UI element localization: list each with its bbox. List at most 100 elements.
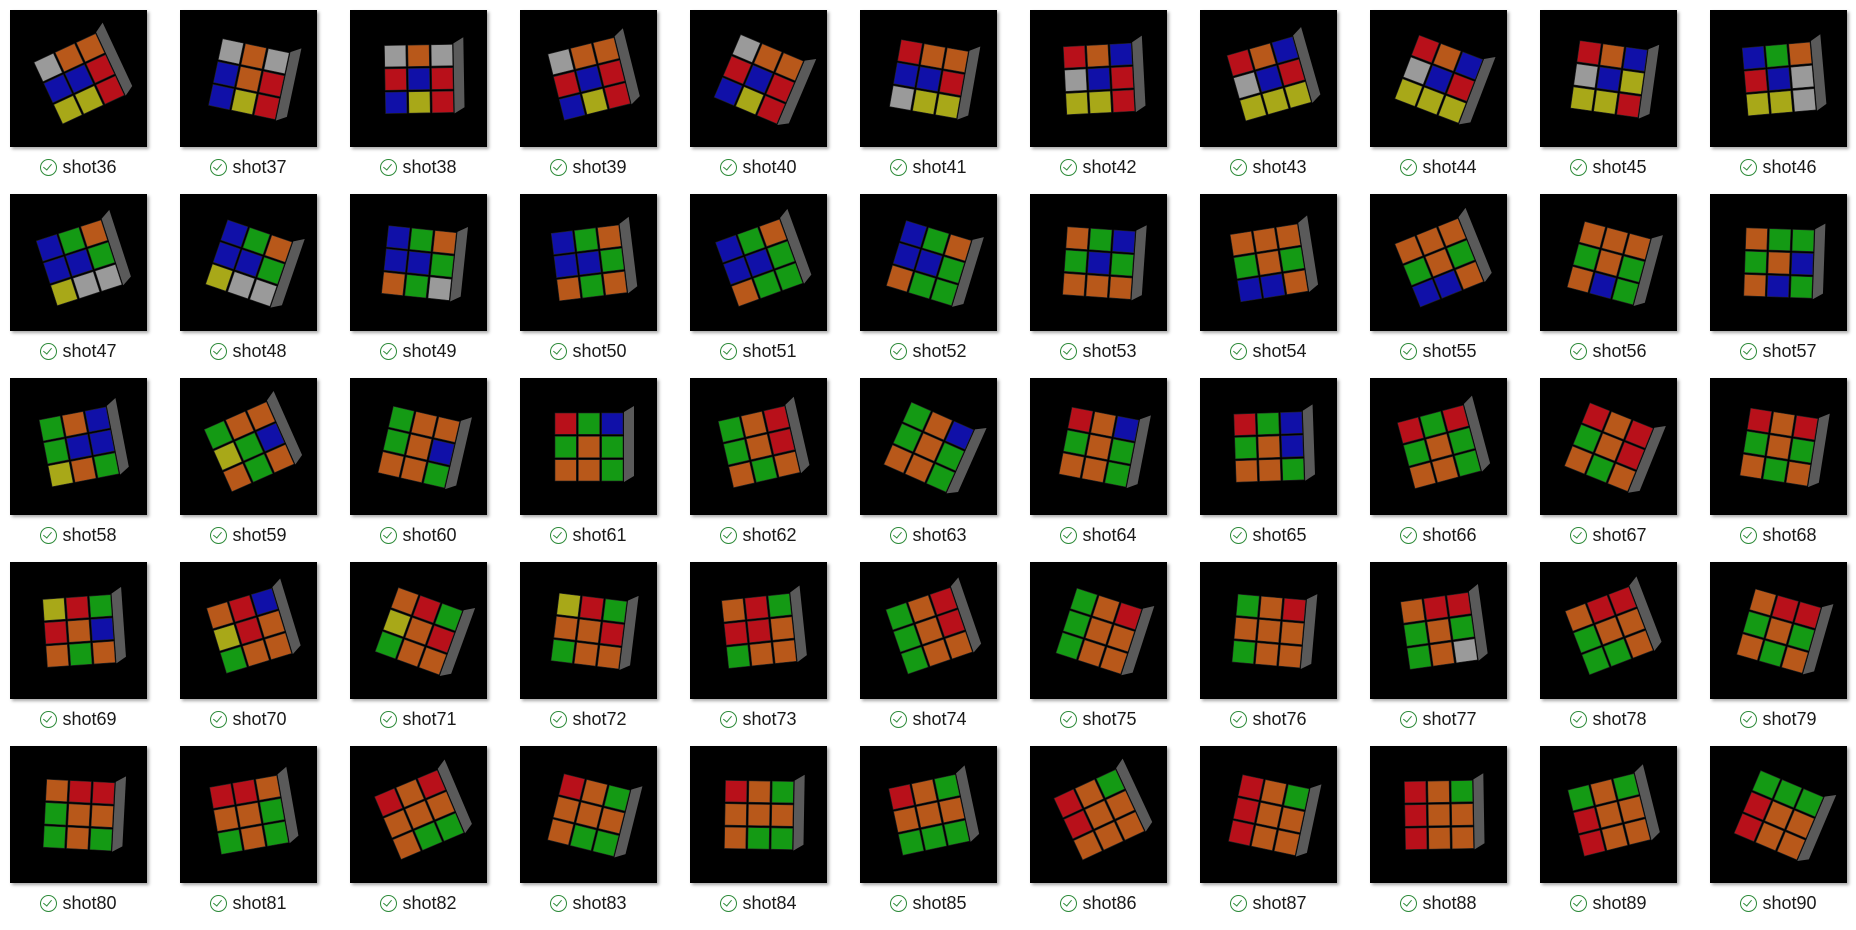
file-caption[interactable]: shot62 bbox=[676, 524, 841, 546]
thumbnail-image[interactable] bbox=[350, 746, 487, 883]
thumbnail-image[interactable] bbox=[1540, 746, 1677, 883]
thumbnail-image[interactable] bbox=[1540, 194, 1677, 331]
thumbnail-image[interactable] bbox=[1370, 378, 1507, 515]
file-item[interactable]: shot76 bbox=[1200, 562, 1337, 746]
file-item[interactable]: shot78 bbox=[1540, 562, 1677, 746]
file-caption[interactable]: shot59 bbox=[166, 524, 331, 546]
file-item[interactable]: shot63 bbox=[860, 378, 997, 562]
file-item[interactable]: shot39 bbox=[520, 10, 657, 194]
thumbnail-image[interactable] bbox=[520, 746, 657, 883]
file-caption[interactable]: shot86 bbox=[1016, 892, 1181, 914]
file-caption[interactable]: shot72 bbox=[506, 708, 671, 730]
file-caption[interactable]: shot55 bbox=[1356, 340, 1521, 362]
file-caption[interactable]: shot57 bbox=[1696, 340, 1856, 362]
file-item[interactable]: shot79 bbox=[1710, 562, 1847, 746]
file-item[interactable]: shot53 bbox=[1030, 194, 1167, 378]
thumbnail-image[interactable] bbox=[1710, 746, 1847, 883]
file-item[interactable]: shot38 bbox=[350, 10, 487, 194]
thumbnail-image[interactable] bbox=[180, 562, 317, 699]
file-caption[interactable]: shot79 bbox=[1696, 708, 1856, 730]
file-caption[interactable]: shot49 bbox=[336, 340, 501, 362]
file-item[interactable]: shot66 bbox=[1370, 378, 1507, 562]
thumbnail-image[interactable] bbox=[690, 562, 827, 699]
file-item[interactable]: shot89 bbox=[1540, 746, 1677, 930]
thumbnail-image[interactable] bbox=[1370, 10, 1507, 147]
thumbnail-image[interactable] bbox=[690, 10, 827, 147]
file-item[interactable]: shot51 bbox=[690, 194, 827, 378]
thumbnail-image[interactable] bbox=[690, 194, 827, 331]
file-caption[interactable]: shot64 bbox=[1016, 524, 1181, 546]
thumbnail-image[interactable] bbox=[10, 10, 147, 147]
thumbnail-image[interactable] bbox=[690, 378, 827, 515]
thumbnail-image[interactable] bbox=[180, 746, 317, 883]
thumbnail-image[interactable] bbox=[1030, 562, 1167, 699]
file-item[interactable]: shot82 bbox=[350, 746, 487, 930]
file-item[interactable]: shot47 bbox=[10, 194, 147, 378]
file-caption[interactable]: shot41 bbox=[846, 156, 1011, 178]
file-caption[interactable]: shot52 bbox=[846, 340, 1011, 362]
thumbnail-image[interactable] bbox=[350, 562, 487, 699]
file-caption[interactable]: shot43 bbox=[1186, 156, 1351, 178]
file-item[interactable]: shot61 bbox=[520, 378, 657, 562]
file-caption[interactable]: shot90 bbox=[1696, 892, 1856, 914]
file-item[interactable]: shot37 bbox=[180, 10, 317, 194]
file-caption[interactable]: shot54 bbox=[1186, 340, 1351, 362]
file-caption[interactable]: shot38 bbox=[336, 156, 501, 178]
file-item[interactable]: shot74 bbox=[860, 562, 997, 746]
thumbnail-image[interactable] bbox=[1030, 10, 1167, 147]
file-caption[interactable]: shot84 bbox=[676, 892, 841, 914]
file-caption[interactable]: shot47 bbox=[0, 340, 161, 362]
thumbnail-image[interactable] bbox=[180, 194, 317, 331]
file-caption[interactable]: shot89 bbox=[1526, 892, 1691, 914]
thumbnail-image[interactable] bbox=[10, 378, 147, 515]
file-item[interactable]: shot87 bbox=[1200, 746, 1337, 930]
thumbnail-image[interactable] bbox=[1200, 746, 1337, 883]
thumbnail-image[interactable] bbox=[1370, 562, 1507, 699]
file-caption[interactable]: shot80 bbox=[0, 892, 161, 914]
thumbnail-image[interactable] bbox=[350, 378, 487, 515]
file-item[interactable]: shot45 bbox=[1540, 10, 1677, 194]
file-item[interactable]: shot77 bbox=[1370, 562, 1507, 746]
file-item[interactable]: shot83 bbox=[520, 746, 657, 930]
file-item[interactable]: shot49 bbox=[350, 194, 487, 378]
thumbnail-image[interactable] bbox=[520, 10, 657, 147]
file-caption[interactable]: shot65 bbox=[1186, 524, 1351, 546]
file-item[interactable]: shot40 bbox=[690, 10, 827, 194]
file-caption[interactable]: shot45 bbox=[1526, 156, 1691, 178]
file-item[interactable]: shot43 bbox=[1200, 10, 1337, 194]
thumbnail-image[interactable] bbox=[1200, 378, 1337, 515]
thumbnail-image[interactable] bbox=[520, 562, 657, 699]
file-item[interactable]: shot70 bbox=[180, 562, 317, 746]
file-caption[interactable]: shot67 bbox=[1526, 524, 1691, 546]
file-caption[interactable]: shot77 bbox=[1356, 708, 1521, 730]
file-item[interactable]: shot72 bbox=[520, 562, 657, 746]
file-caption[interactable]: shot76 bbox=[1186, 708, 1351, 730]
file-caption[interactable]: shot82 bbox=[336, 892, 501, 914]
file-item[interactable]: shot65 bbox=[1200, 378, 1337, 562]
file-item[interactable]: shot36 bbox=[10, 10, 147, 194]
file-item[interactable]: shot75 bbox=[1030, 562, 1167, 746]
file-item[interactable]: shot56 bbox=[1540, 194, 1677, 378]
file-item[interactable]: shot48 bbox=[180, 194, 317, 378]
thumbnail-image[interactable] bbox=[180, 378, 317, 515]
file-caption[interactable]: shot44 bbox=[1356, 156, 1521, 178]
file-caption[interactable]: shot63 bbox=[846, 524, 1011, 546]
thumbnail-image[interactable] bbox=[1200, 10, 1337, 147]
file-item[interactable]: shot73 bbox=[690, 562, 827, 746]
thumbnail-image[interactable] bbox=[350, 194, 487, 331]
file-caption[interactable]: shot75 bbox=[1016, 708, 1181, 730]
file-item[interactable]: shot52 bbox=[860, 194, 997, 378]
file-caption[interactable]: shot83 bbox=[506, 892, 671, 914]
file-item[interactable]: shot41 bbox=[860, 10, 997, 194]
file-item[interactable]: shot50 bbox=[520, 194, 657, 378]
thumbnail-image[interactable] bbox=[1710, 562, 1847, 699]
file-caption[interactable]: shot78 bbox=[1526, 708, 1691, 730]
thumbnail-image[interactable] bbox=[1540, 562, 1677, 699]
thumbnail-image[interactable] bbox=[1030, 746, 1167, 883]
file-caption[interactable]: shot85 bbox=[846, 892, 1011, 914]
file-caption[interactable]: shot58 bbox=[0, 524, 161, 546]
file-caption[interactable]: shot53 bbox=[1016, 340, 1181, 362]
thumbnail-image[interactable] bbox=[690, 746, 827, 883]
thumbnail-image[interactable] bbox=[520, 378, 657, 515]
file-item[interactable]: shot69 bbox=[10, 562, 147, 746]
